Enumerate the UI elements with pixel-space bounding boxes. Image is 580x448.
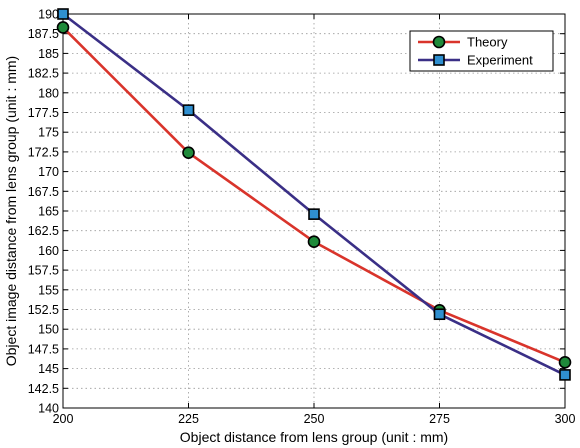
data-point (558, 355, 572, 369)
y-tick-label: 140 (38, 402, 59, 416)
y-tick-label: 185 (38, 47, 59, 61)
axis-ticks: 200 225 250 275 300 140 142.5 145 147.5 150 152.5 1… (28, 8, 576, 427)
legend-label: Experiment (467, 53, 533, 68)
y-tick-label: 175 (38, 126, 59, 140)
data-point (182, 146, 195, 159)
y-tick-label: 187.5 (28, 27, 59, 41)
y-tick-label: 160 (38, 244, 59, 258)
legend: Theory Experiment (409, 30, 554, 72)
y-axis-label: Object image distance from lens group (u… (3, 56, 19, 366)
y-tick-label: 162.5 (28, 224, 59, 238)
y-tick-label: 182.5 (28, 67, 59, 81)
y-tick-label: 155 (38, 283, 59, 297)
y-tick-label: 167.5 (28, 185, 59, 199)
data-point (182, 104, 195, 116)
data-point (308, 208, 320, 220)
legend-item-theory: Theory (418, 35, 508, 50)
y-tick-label: 142.5 (28, 382, 59, 396)
y-tick-label: 145 (38, 362, 59, 376)
series-experiment (57, 8, 571, 381)
legend-marker (433, 54, 445, 66)
data-point (433, 308, 446, 321)
legend-marker (432, 35, 446, 49)
y-tick-label: 152.5 (28, 303, 59, 317)
y-tick-label: 172.5 (28, 145, 59, 159)
data-point (559, 369, 571, 381)
data-point (56, 21, 70, 34)
x-axis-label: Object distance from lens group (unit : … (180, 429, 448, 445)
y-tick-label: 180 (38, 86, 59, 100)
y-tick-label: 190 (38, 8, 59, 22)
y-tick-label: 165 (38, 205, 59, 219)
y-tick-label: 150 (38, 323, 59, 337)
data-point (307, 235, 321, 249)
x-tick-label: 275 (429, 412, 450, 426)
x-tick-label: 250 (304, 412, 325, 426)
y-tick-label: 177.5 (28, 106, 59, 120)
x-tick-label: 225 (178, 412, 199, 426)
y-tick-label: 157.5 (28, 264, 59, 278)
legend-label: Theory (467, 35, 508, 50)
series-group (56, 8, 572, 381)
x-tick-label: 300 (555, 412, 576, 426)
data-point (57, 8, 69, 20)
y-tick-label: 170 (38, 165, 59, 179)
y-tick-label: 147.5 (28, 342, 59, 356)
x-tick-label: 200 (53, 412, 74, 426)
legend-item-experiment: Experiment (418, 53, 533, 68)
